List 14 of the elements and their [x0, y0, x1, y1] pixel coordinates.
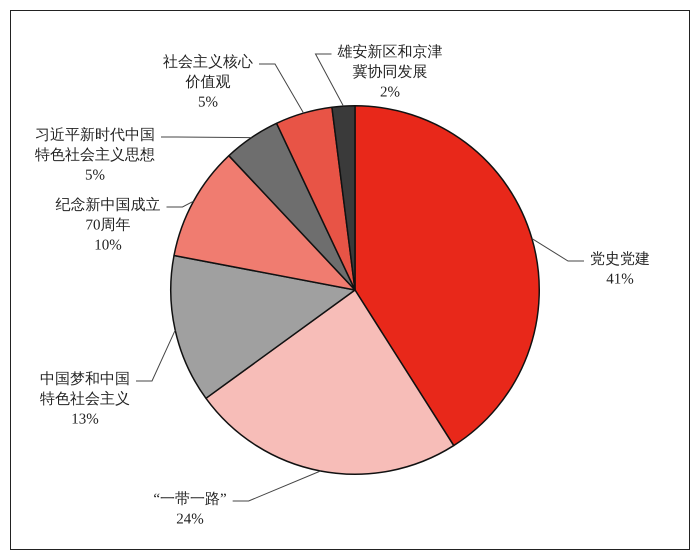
data-label: 5%: [198, 94, 218, 110]
data-label: 24%: [176, 511, 204, 528]
slice-label: “一带一路”: [153, 490, 227, 508]
data-label: 13%: [71, 411, 99, 428]
slice-label: 社会主义核心价值观: [163, 53, 253, 90]
slice-label: 中国梦和中国特色社会主义: [40, 370, 130, 408]
slice-label: 习近平新时代中国特色社会主义思想: [35, 126, 155, 164]
data-label: 2%: [380, 84, 400, 100]
slice-label: 雄安新区和京津冀协同发展: [336, 43, 442, 80]
data-label: 10%: [94, 237, 122, 254]
slice-label: 党史党建: [590, 250, 650, 268]
data-label: 41%: [606, 271, 634, 288]
data-label: 5%: [85, 167, 105, 184]
slice-label: 纪念新中国成立70周年: [56, 196, 160, 234]
